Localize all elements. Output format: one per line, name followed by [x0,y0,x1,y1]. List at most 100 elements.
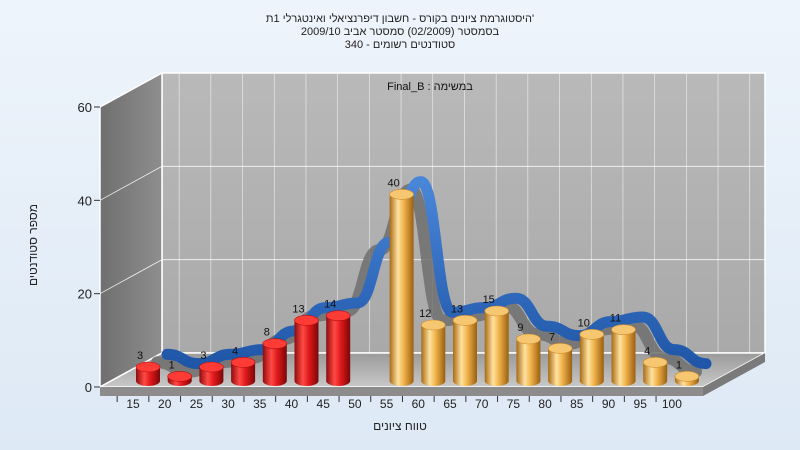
bar-value-label: 12 [419,308,431,320]
x-tick-label: 70 [475,397,489,411]
bar-value-label: 9 [517,322,523,334]
bar-value-label: 40 [387,177,399,189]
bar-cap [325,310,351,321]
bar-value-label: 11 [610,313,621,325]
bar-value-label: 8 [264,327,270,339]
bar-cap [516,333,541,345]
bar-value-label: 3 [137,350,143,362]
bar-cap [642,357,668,368]
bar [199,361,224,387]
bar-cap [167,371,192,382]
x-tick-label: 20 [158,397,172,411]
bar [674,371,700,387]
chart-title-line-3: 340 - סטודנטים רשומים [344,39,456,51]
bar-body [453,320,477,386]
bar [167,371,192,387]
bar-cap [547,343,573,354]
x-tick-label: 40 [285,397,299,411]
bar-body [579,334,604,387]
bar-cap [611,324,636,335]
bar [547,343,573,387]
trend-ribbon [161,176,712,370]
bar-body [643,362,668,387]
x-tick-label: 50 [348,397,362,411]
bar [389,189,414,387]
bar-cap [230,357,256,368]
x-tick-label: 25 [190,397,204,411]
grid-line-horizontal [99,165,765,201]
y-tick-label: 20 [78,287,92,302]
bar [135,361,161,386]
bar [325,310,351,387]
x-tick-label: 55 [380,397,394,411]
bar-body [389,194,414,387]
grid-line-horizontal [99,72,765,108]
x-tick-label: 100 [662,397,682,411]
x-tick-label: 30 [221,397,235,411]
bar [452,315,478,386]
x-tick-label: 60 [412,397,426,411]
bar-body [136,367,160,386]
x-tick-label: 45 [317,397,331,411]
bar [262,338,288,387]
y-tick-label: 60 [78,100,92,115]
bar-value-label: 4 [232,345,238,357]
chart-title-line-1: היסטוגרמת ציונים בקורס - חשבון דיפרנציאל… [265,13,535,25]
floor-front-edge [100,387,703,396]
bar-value-label: 1 [169,359,175,371]
bar [642,357,668,387]
bar-value-label: 1 [676,359,682,371]
bar-value-label: 7 [549,331,555,343]
floor-side-edge [703,353,765,396]
bar-cap [135,361,161,373]
bar-value-label: 13 [451,303,463,315]
bar-body [611,329,636,387]
bar-value-label: 13 [292,303,304,315]
task-annotation: Final_B : במשימה [387,81,473,93]
bar [230,357,256,387]
left-wall [99,71,163,389]
bar-body [326,315,351,387]
x-tick-label: 95 [634,397,648,411]
x-tick-label: 80 [538,397,552,411]
bar-body [548,348,573,387]
bar-body [484,311,509,387]
x-tick-label: 65 [443,397,457,411]
bar-cap [262,338,288,349]
bar-cap [199,361,224,373]
bar-cap [420,319,446,331]
bar-cap [579,329,605,340]
bar-value-label: 14 [324,299,336,311]
bar [611,324,636,387]
x-tick-label: 75 [507,397,521,411]
x-tick-label: 90 [602,397,616,411]
bar-body [262,343,287,387]
bar-body [516,339,541,387]
bar-value-label: 15 [483,294,495,306]
bar-cap [484,305,510,317]
bar [516,333,541,387]
bar [484,305,510,387]
bar-value-label: 3 [200,350,206,362]
x-axis-label: טווח ציונים [373,419,427,433]
y-tick-label: 40 [78,193,92,208]
bar-cap [294,315,319,326]
bar [579,329,605,387]
bar-cap [674,371,700,382]
bar-cap [389,189,414,200]
y-axis-label: מספר סטודנטים [26,203,40,287]
y-tick-label: 0 [85,380,92,395]
bar [420,319,446,387]
bar-body [421,325,446,387]
x-tick-label: 15 [126,397,140,411]
x-tick-label: 85 [570,397,584,411]
bar-value-label: 4 [644,345,650,357]
x-tick-label: 35 [253,397,267,411]
bar-cap [452,315,478,326]
bar [294,315,319,387]
bar-body [294,320,319,387]
bar-body [199,367,224,387]
grid-line-horizontal [99,259,765,295]
